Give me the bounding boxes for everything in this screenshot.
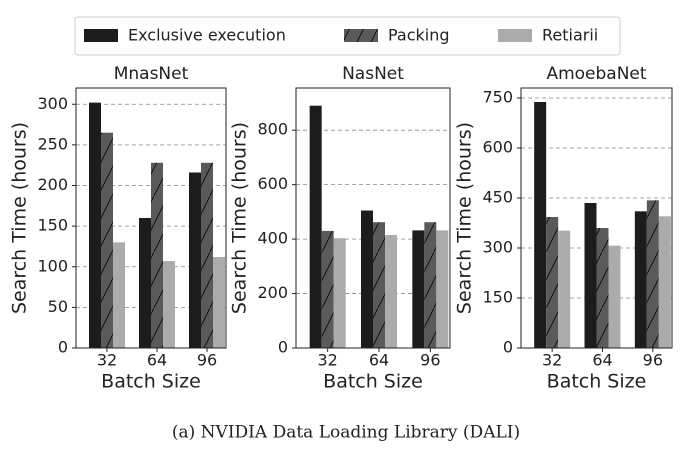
y-tick-label: 150 [37,216,68,235]
legend-label: Retiarii [542,26,598,45]
y-tick-label: 600 [257,174,288,193]
x-tick-label: 96 [643,351,663,370]
bar [634,211,647,348]
x-tick-label: 32 [97,351,117,370]
bar [373,222,385,348]
bar [596,228,609,348]
legend-swatch [498,29,532,42]
bar [385,235,397,348]
y-tick-label: 0 [503,338,513,357]
x-tick-label: 64 [592,351,612,370]
legend-swatch [344,29,378,42]
bar [151,162,163,348]
x-tick-label: 96 [420,351,440,370]
caption: (a) NVIDIA Data Loading Library (DALI) [172,423,520,443]
subplot-title: AmoebaNet [546,64,646,84]
bar [546,217,559,348]
x-tick-label: 32 [542,351,562,370]
y-tick-label: 200 [257,283,288,302]
bar [584,203,597,348]
y-tick-label: 400 [257,229,288,248]
bar [412,230,425,348]
subplot-title: NasNet [342,64,404,84]
bar [333,238,346,348]
y-tick-label: 200 [37,175,68,194]
bar [321,230,334,348]
y-tick-label: 600 [482,138,513,157]
bar [309,105,322,348]
bar [361,210,373,348]
bar [101,132,113,348]
x-tick-label: 64 [147,351,167,370]
bar [213,257,225,348]
y-tick-label: 300 [482,238,513,257]
plot-frame [295,87,451,349]
legend-label: Exclusive execution [128,26,286,45]
y-tick-label: 800 [257,120,288,139]
y-tick-label: 250 [37,134,68,153]
y-axis-label: Search Time (hours) [454,122,476,314]
subplot-title: MnasNet [114,64,189,84]
x-axis-label: Batch Size [547,371,647,393]
bar [436,230,449,348]
x-tick-label: 96 [197,351,217,370]
y-axis-label: Search Time (hours) [9,122,31,314]
bar [89,102,101,348]
y-tick-label: 50 [48,297,68,316]
bar [558,230,571,348]
bar [113,242,125,348]
y-tick-label: 0 [58,338,68,357]
bar [139,218,151,348]
plot-frame [520,87,673,349]
bar [201,162,213,348]
x-tick-label: 32 [317,351,337,370]
x-tick-label: 64 [369,351,389,370]
y-tick-label: 300 [37,94,68,113]
x-axis-label: Batch Size [323,371,423,393]
y-tick-label: 750 [482,88,513,107]
y-tick-label: 150 [482,288,513,307]
legend-label: Packing [388,26,450,45]
y-tick-label: 0 [278,338,288,357]
bar [424,222,437,348]
bar [189,172,201,348]
legend-swatch [84,29,118,42]
bar [163,261,175,348]
y-axis-label: Search Time (hours) [229,122,251,314]
bar [534,102,547,348]
x-axis-label: Batch Size [101,371,201,393]
y-tick-label: 100 [37,256,68,275]
bar [646,200,659,348]
bar [608,245,621,348]
bar [658,216,671,348]
y-tick-label: 450 [482,188,513,207]
plot-frame [75,87,227,349]
